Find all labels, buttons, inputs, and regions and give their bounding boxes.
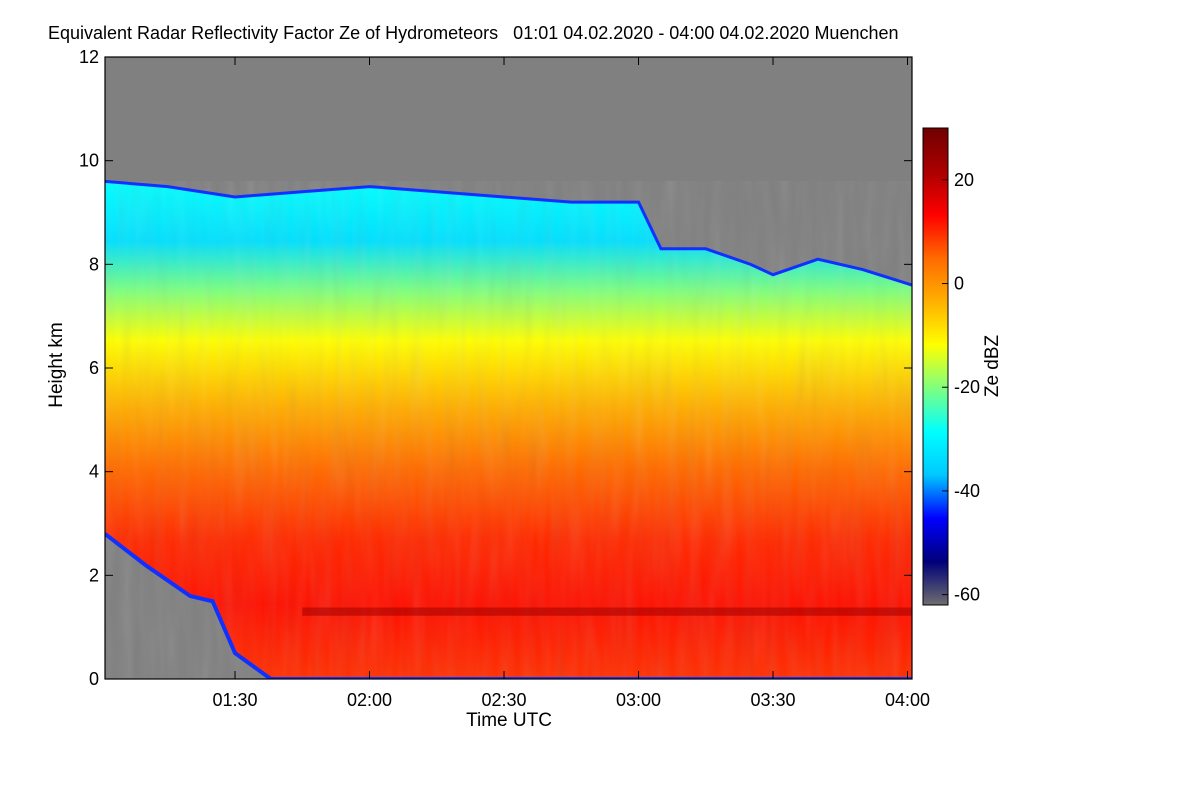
chart-title: Equivalent Radar Reflectivity Factor Ze … bbox=[48, 23, 899, 43]
y-tick-label: 8 bbox=[89, 254, 99, 274]
y-tick-label: 0 bbox=[89, 669, 99, 689]
colorbar-scale bbox=[922, 127, 949, 606]
echo-base-edge bbox=[105, 532, 912, 679]
y-tick-label: 2 bbox=[89, 565, 99, 585]
y-tick-label: 10 bbox=[79, 151, 99, 171]
echo-top-edge bbox=[105, 179, 912, 287]
x-tick-label: 03:00 bbox=[616, 690, 661, 710]
colorbar-tick-label: -40 bbox=[954, 481, 980, 501]
melting-layer-band bbox=[302, 607, 912, 616]
x-tick-label: 01:30 bbox=[212, 690, 257, 710]
colorbar-tick-label: 0 bbox=[954, 274, 964, 294]
x-tick-label: 04:00 bbox=[885, 690, 930, 710]
colorbar-tick-label: -20 bbox=[954, 377, 980, 397]
echo-streak-texture bbox=[105, 181, 912, 679]
colorbar-ticks: -60 -40 -20 0 20 bbox=[942, 170, 980, 605]
y-tick-label: 12 bbox=[79, 47, 99, 67]
y-tick-label: 6 bbox=[89, 358, 99, 378]
colorbar-tick-label: -60 bbox=[954, 585, 980, 605]
y-axis: 0 2 4 6 8 10 12 bbox=[79, 47, 912, 689]
colorbar: -60 -40 -20 0 20 Ze dBZ bbox=[922, 127, 1003, 606]
x-axis: 01:30 02:00 02:30 03:00 03:30 04:00 bbox=[212, 57, 930, 710]
colorbar-tick-label: 20 bbox=[954, 170, 974, 190]
plot-area bbox=[105, 57, 912, 679]
x-tick-label: 02:00 bbox=[347, 690, 392, 710]
y-tick-label: 4 bbox=[89, 462, 99, 482]
x-tick-label: 02:30 bbox=[481, 690, 526, 710]
x-tick-label: 03:30 bbox=[750, 690, 795, 710]
y-axis-label: Height km bbox=[46, 322, 67, 408]
x-axis-label: Time UTC bbox=[466, 710, 552, 731]
colorbar-label: Ze dBZ bbox=[982, 334, 1003, 397]
